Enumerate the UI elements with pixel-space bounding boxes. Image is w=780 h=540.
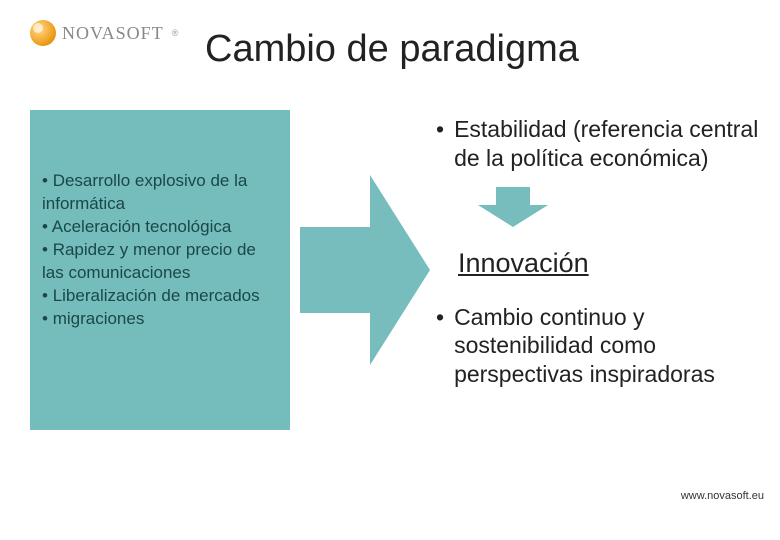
bullet-dot-icon: • <box>436 115 444 173</box>
factor-text: Rapidez y menor precio de las comunicaci… <box>42 240 256 282</box>
change-text: Cambio continuo y sostenibilidad como pe… <box>454 303 760 389</box>
factor-text: Liberalización de mercados <box>53 286 260 305</box>
factor-bullet: • Desarrollo explosivo de la informática <box>42 170 278 216</box>
logo-text: NOVASOFT <box>62 23 164 44</box>
registered-mark: ® <box>172 28 179 38</box>
bullet-dot-icon: • <box>436 303 444 389</box>
stability-bullet: • Estabilidad (referencia central de la … <box>430 115 760 173</box>
factor-text: Desarrollo explosivo de la informática <box>42 171 247 213</box>
innovation-keyword: Innovación <box>458 248 589 279</box>
slide-title: Cambio de paradigma <box>205 28 579 71</box>
factors-box: • Desarrollo explosivo de la informática… <box>30 110 290 430</box>
right-column: • Estabilidad (referencia central de la … <box>430 115 760 395</box>
footer-url: www.novasoft.eu <box>681 490 764 502</box>
arrow-right-icon <box>300 175 430 365</box>
factor-bullet: • migraciones <box>42 308 278 331</box>
arrow-down-wrap <box>478 187 760 232</box>
factor-text: Aceleración tecnológica <box>52 217 232 236</box>
stability-text: Estabilidad (referencia central de la po… <box>454 115 760 173</box>
logo-globe-icon <box>30 20 56 46</box>
logo: NOVASOFT ® <box>30 20 178 46</box>
arrow-down-icon <box>478 187 548 227</box>
factor-text: migraciones <box>53 309 145 328</box>
factor-bullet: • Aceleración tecnológica <box>42 216 278 239</box>
factor-bullet: • Rapidez y menor precio de las comunica… <box>42 239 278 285</box>
change-bullet: • Cambio continuo y sostenibilidad como … <box>430 303 760 389</box>
factor-bullet: • Liberalización de mercados <box>42 285 278 308</box>
